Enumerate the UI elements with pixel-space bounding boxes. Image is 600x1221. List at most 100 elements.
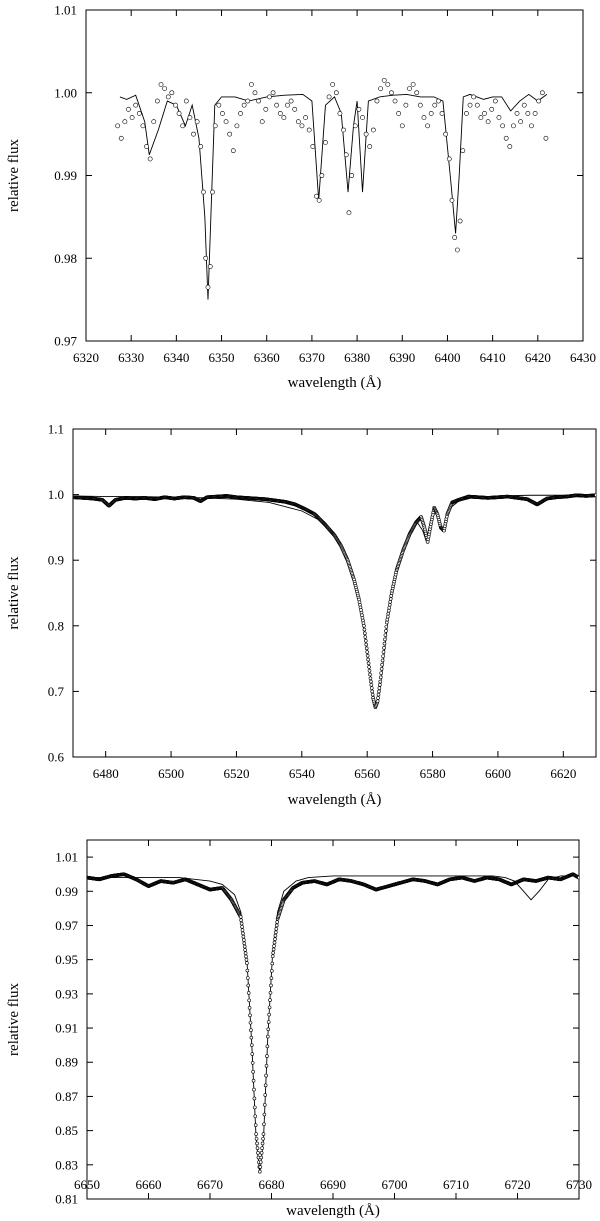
x-tick-label: 6360 xyxy=(254,350,280,365)
y-tick-label: 1.1 xyxy=(48,422,64,437)
observed-data-point xyxy=(362,627,367,632)
observed-data-point xyxy=(277,111,283,116)
observed-data-point xyxy=(198,144,204,149)
y-tick-label: 0.91 xyxy=(55,1021,78,1036)
x-tick-label: 6580 xyxy=(420,766,446,781)
x-tick-label: 6710 xyxy=(443,1177,469,1192)
observed-data-point xyxy=(260,1141,265,1146)
observed-data-point xyxy=(363,635,368,639)
observed-data-point xyxy=(370,127,376,133)
y-tick-label: 0.97 xyxy=(54,334,77,349)
observed-data-point xyxy=(360,115,365,120)
x-tick-label: 6680 xyxy=(259,1177,285,1192)
observed-data-point xyxy=(381,650,386,654)
observed-data-point xyxy=(275,920,280,924)
observed-data-point xyxy=(577,875,579,880)
x-axis-label: wavelength (Å) xyxy=(288,375,382,391)
plot-data xyxy=(87,872,579,1174)
observed-data-point xyxy=(252,1096,257,1101)
observed-data-point xyxy=(374,98,380,104)
observed-data-point xyxy=(375,699,380,704)
observed-data-point xyxy=(369,683,374,687)
observed-data-point xyxy=(492,98,498,104)
observed-data-point xyxy=(271,947,276,952)
observed-data-point xyxy=(454,247,460,253)
observed-data-point xyxy=(525,111,531,116)
observed-data-point xyxy=(261,1132,266,1136)
observed-data-point xyxy=(249,1035,254,1040)
observed-data-point xyxy=(370,689,375,694)
y-tick-label: 1.01 xyxy=(54,3,77,18)
observed-data-point xyxy=(173,102,178,108)
observed-data-point xyxy=(136,111,142,116)
observed-data-point xyxy=(366,657,370,662)
observed-data-point xyxy=(255,1141,259,1146)
observed-data-point xyxy=(255,1146,260,1150)
observed-data-point xyxy=(439,111,445,116)
observed-data-point xyxy=(485,119,491,125)
x-tick-label: 6700 xyxy=(382,1177,408,1192)
observed-data-point xyxy=(452,235,458,240)
observed-data-point xyxy=(272,940,277,945)
observed-data-point xyxy=(428,111,434,116)
observed-data-point xyxy=(263,1093,268,1097)
observed-data-point xyxy=(536,98,542,104)
observed-data-point xyxy=(269,976,274,980)
observed-data-point xyxy=(249,1028,253,1033)
observed-data-point xyxy=(239,921,244,926)
observed-data-point xyxy=(266,1034,270,1039)
x-tick-label: 6320 xyxy=(73,350,99,365)
observed-data-point xyxy=(118,135,124,141)
observed-data-point xyxy=(443,131,449,137)
observed-data-point xyxy=(365,653,370,658)
observed-data-point xyxy=(478,115,484,120)
y-axis-label: relative flux xyxy=(6,139,22,212)
observed-data-point xyxy=(514,111,520,116)
observed-data-point xyxy=(248,82,254,87)
observed-data-point xyxy=(245,961,249,965)
observed-data-point xyxy=(379,671,384,675)
observed-data-point xyxy=(482,111,487,116)
observed-data-point xyxy=(244,957,249,962)
x-tick-label: 6690 xyxy=(320,1177,346,1192)
observed-data-point xyxy=(352,123,358,129)
observed-data-point xyxy=(421,115,427,120)
observed-data-point xyxy=(489,106,495,112)
observed-data-point xyxy=(414,90,420,96)
observed-data-point xyxy=(388,600,393,604)
observed-data-point xyxy=(266,1027,271,1032)
observed-data-point xyxy=(363,638,368,643)
y-tick-label: 0.99 xyxy=(55,884,78,899)
observed-data-point xyxy=(259,119,265,125)
observed-data-point xyxy=(274,923,279,928)
observed-data-point xyxy=(140,123,146,129)
observed-data-point xyxy=(245,976,250,980)
observed-data-point xyxy=(503,135,509,141)
observed-data-point xyxy=(370,692,375,697)
observed-data-point xyxy=(379,667,384,671)
observed-data-point xyxy=(381,77,387,83)
x-tick-label: 6500 xyxy=(158,766,184,781)
observed-data-point xyxy=(187,115,193,120)
x-tick-label: 6430 xyxy=(570,350,596,365)
observed-data-point xyxy=(330,82,336,87)
y-tick-label: 0.8 xyxy=(48,618,64,633)
y-axis-label: relative flux xyxy=(6,556,22,629)
observed-data-point xyxy=(183,98,189,104)
observed-data-point xyxy=(250,1061,255,1065)
observed-data-point xyxy=(323,139,328,145)
y-tick-label: 0.85 xyxy=(55,1123,78,1138)
observed-data-point xyxy=(180,123,186,129)
observed-data-point xyxy=(267,1005,272,1010)
observed-data-point xyxy=(258,1169,262,1174)
x-tick-label: 6660 xyxy=(136,1177,162,1192)
observed-data-point xyxy=(378,679,383,684)
observed-data-point xyxy=(474,102,480,108)
x-tick-label: 6370 xyxy=(299,350,325,365)
observed-data-point xyxy=(349,173,355,178)
observed-data-point xyxy=(115,123,121,129)
observed-data-point xyxy=(248,1013,252,1018)
observed-data-point xyxy=(319,173,325,178)
observed-data-point xyxy=(380,658,385,663)
observed-data-point xyxy=(460,148,466,154)
